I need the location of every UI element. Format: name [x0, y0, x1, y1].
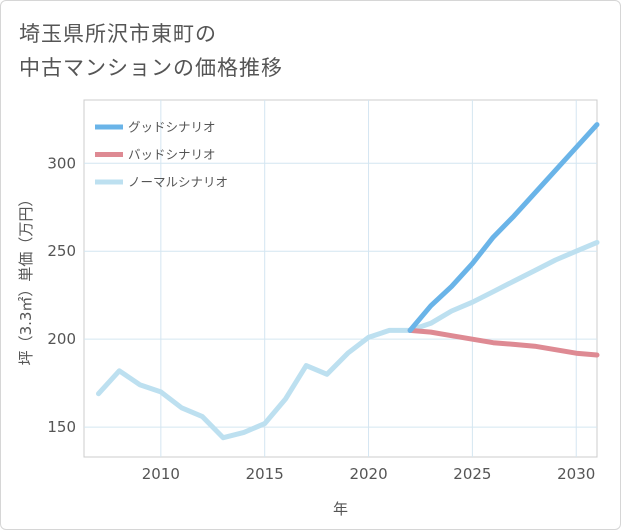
chart-title: 埼玉県所沢市東町の 中古マンションの価格推移: [19, 22, 283, 80]
legend-label-3: ノーマルシナリオ: [128, 175, 228, 190]
x-axis-title: 年: [333, 500, 348, 518]
x-tick-label: 2030: [557, 465, 595, 483]
plot-area: [83, 99, 598, 458]
y-axis-title: 坪（3.3㎡）単価（万円）: [17, 192, 35, 366]
series-line-3: [96, 239, 600, 441]
y-tick-label: 150: [47, 418, 76, 436]
legend-label-1: グッドシナリオ: [128, 120, 216, 135]
x-tick-label: 2025: [453, 465, 491, 483]
series-line-1: [407, 122, 600, 333]
y-tick-label: 300: [47, 154, 76, 172]
y-tick-label: 250: [47, 242, 76, 260]
x-tick-label: 2010: [142, 465, 180, 483]
series-line-2: [407, 327, 600, 358]
x-tick-label: 2020: [349, 465, 387, 483]
x-tick-label: 2015: [246, 465, 284, 483]
y-tick-label: 200: [47, 330, 76, 348]
legend-label-2: バッドシナリオ: [128, 147, 216, 162]
